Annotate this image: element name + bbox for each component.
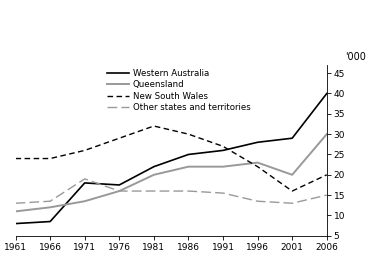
Line: Queensland: Queensland	[16, 134, 327, 211]
Line: Western Australia: Western Australia	[16, 93, 327, 224]
Queensland	[255, 161, 260, 164]
Queensland	[290, 173, 294, 176]
Line: Other states and territories: Other states and territories	[16, 179, 327, 203]
Other states and territories	[152, 189, 156, 193]
Other states and territories	[186, 189, 191, 193]
Western Australia	[221, 149, 225, 152]
New South Wales	[255, 165, 260, 168]
Western Australia	[290, 137, 294, 140]
Western Australia	[13, 222, 18, 225]
New South Wales	[152, 124, 156, 128]
New South Wales	[82, 149, 87, 152]
New South Wales	[290, 189, 294, 193]
Western Australia	[152, 165, 156, 168]
Queensland	[186, 165, 191, 168]
Western Australia	[255, 141, 260, 144]
Other states and territories	[324, 193, 329, 197]
Western Australia	[324, 92, 329, 95]
Queensland	[13, 210, 18, 213]
Other states and territories	[48, 199, 53, 203]
Queensland	[152, 173, 156, 176]
New South Wales	[48, 157, 53, 160]
New South Wales	[13, 157, 18, 160]
Line: New South Wales: New South Wales	[16, 126, 327, 191]
Other states and territories	[290, 202, 294, 205]
Other states and territories	[117, 189, 122, 193]
New South Wales	[186, 133, 191, 136]
Other states and territories	[13, 202, 18, 205]
Other states and territories	[221, 191, 225, 195]
Western Australia	[186, 153, 191, 156]
New South Wales	[221, 145, 225, 148]
New South Wales	[324, 173, 329, 176]
Queensland	[117, 189, 122, 193]
Queensland	[48, 206, 53, 209]
Queensland	[221, 165, 225, 168]
Western Australia	[82, 181, 87, 185]
Queensland	[82, 199, 87, 203]
Western Australia	[48, 220, 53, 223]
New South Wales	[117, 137, 122, 140]
Legend: Western Australia, Queensland, New South Wales, Other states and territories: Western Australia, Queensland, New South…	[107, 69, 251, 112]
Queensland	[324, 133, 329, 136]
Text: '000: '000	[345, 52, 366, 62]
Other states and territories	[255, 199, 260, 203]
Other states and territories	[82, 177, 87, 180]
Western Australia	[117, 183, 122, 186]
